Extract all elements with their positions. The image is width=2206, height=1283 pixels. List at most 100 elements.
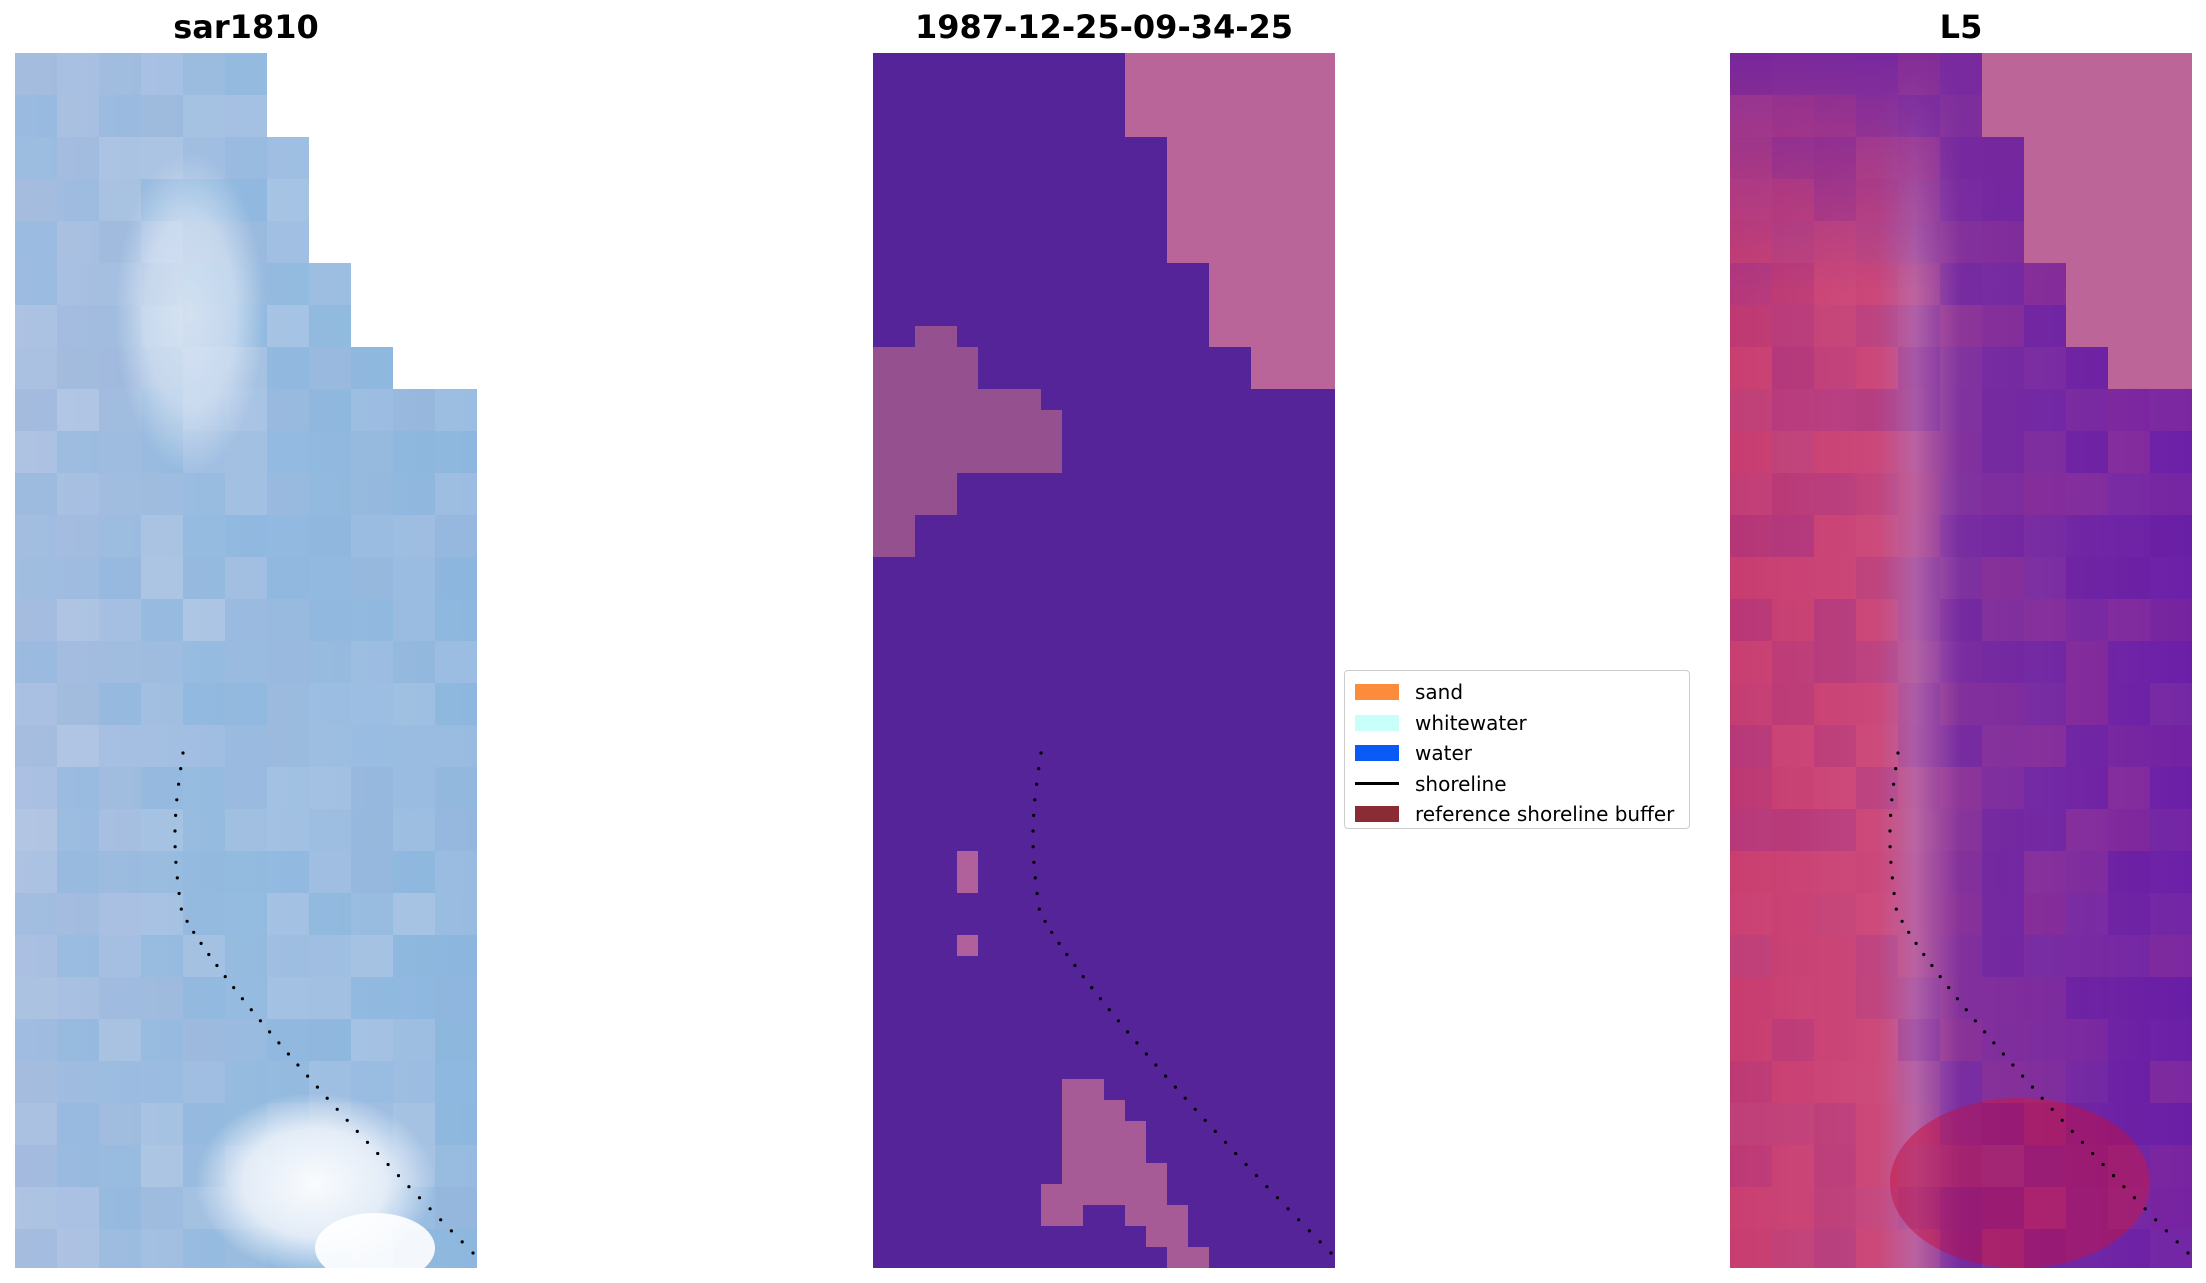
shoreline-point [1043,919,1047,923]
shoreline-point [1035,782,1039,786]
legend-item-reference-buffer: reference shoreline buffer [1355,799,1679,830]
shoreline-point [2070,1129,2074,1133]
shoreline-point [428,1207,432,1211]
shoreline-point [1039,751,1043,755]
shoreline-point [232,986,236,990]
shoreline-point [2060,1118,2064,1122]
shoreline-point [1107,1008,1111,1012]
shoreline-point [2111,1174,2116,1178]
legend-item-sand: sand [1355,677,1679,708]
shoreline-point [1894,907,1898,911]
shoreline-point [1098,997,1102,1001]
shoreline-point [1265,1185,1269,1189]
shoreline-point [1930,963,1934,968]
shoreline-point [192,930,196,934]
shoreline-point [1922,952,1926,957]
shoreline-point [1254,1174,1259,1178]
shoreline-point [1892,782,1896,786]
shoreline-point [177,891,181,896]
shoreline-points [1888,751,2190,1255]
shoreline-point [1031,829,1035,833]
shoreline-point [1033,798,1037,802]
shoreline-point [1900,919,1904,923]
shoreline-point [175,876,179,880]
l5-image-panel [1730,53,2192,1268]
reference-buffer-region [1982,53,2192,389]
shoreline-point [1033,876,1037,880]
shoreline-point [396,1174,401,1178]
shoreline-point [1164,1074,1168,1078]
whitewater-swatch [1355,714,1399,731]
shoreline-point [2175,1240,2179,1244]
shoreline-point [1135,1041,1139,1045]
shoreline-point [174,813,178,818]
shoreline-point [1057,941,1061,946]
shoreline-point [449,1229,453,1233]
shoreline-point [1073,963,1077,968]
shoreline-point [1896,751,1900,755]
panel-title-l5: L5 [1939,8,1983,46]
legend-item-shoreline: shoreline [1355,769,1679,800]
shoreline-point [1894,767,1898,771]
shoreline-point [223,975,227,979]
shoreline-point [1223,1140,1228,1144]
legend-label: shoreline [1415,771,1507,796]
shoreline-point [1947,986,1951,990]
shoreline-point [386,1162,390,1167]
shoreline-point [306,1074,310,1078]
shoreline-point [1213,1129,1217,1133]
legend-label: reference shoreline buffer [1415,802,1675,827]
shoreline-point [268,1030,272,1034]
shoreline-point [1035,891,1039,896]
shoreline-point [355,1129,359,1133]
shoreline-point [1890,876,1894,880]
shoreline-point [1907,930,1911,934]
sar-image [15,53,477,1268]
reference-buffer-swatch [1355,806,1399,823]
shoreline-point [1032,860,1036,864]
shoreline-point [417,1196,422,1200]
shoreline-point [2154,1218,2158,1222]
shoreline-point [1938,975,1942,979]
shoreline-point [1307,1229,1311,1233]
legend-label: sand [1415,680,1464,705]
shoreline-point [365,1140,370,1144]
legend-label: water [1415,741,1472,766]
water-swatch [1355,745,1399,762]
shoreline-point [1286,1207,1290,1211]
shoreline-point [1892,891,1896,896]
shoreline-point [1275,1196,1280,1200]
shoreline-point [2001,1052,2005,1056]
shoreline-point [1193,1107,1197,1111]
shoreline-point [1234,1151,1238,1156]
shoreline-point [335,1107,339,1111]
shoreline-point [2186,1251,2190,1255]
shoreline-point [2011,1063,2015,1067]
shoreline-point [174,860,178,864]
classified-patch-upper [873,326,1062,557]
shoreline-point [1318,1240,1322,1244]
shoreline-point [439,1218,443,1222]
shoreline-point [1173,1085,1177,1089]
shoreline-point [249,1008,253,1012]
shoreline-point [286,1052,290,1056]
sar-image-panel [15,53,477,1268]
shoreline-point [1964,1008,1968,1012]
shoreline-point [1144,1052,1148,1056]
shoreline-point [1090,986,1094,990]
shoreline-point [1244,1162,1248,1167]
sand-swatch [1355,684,1399,701]
shoreline-point [185,919,189,923]
shoreline-point [2080,1140,2085,1144]
panel-title-sar: sar1810 [173,8,319,46]
legend: sand whitewater water shoreline referenc… [1344,670,1690,829]
shoreline-point [173,829,177,833]
shoreline-point [258,1019,262,1023]
shoreline-point [2030,1085,2034,1089]
shoreline-point [1050,930,1054,934]
shoreline-point [460,1240,464,1244]
shoreline-point [1889,813,1893,818]
shoreline-point [1297,1218,1301,1222]
shoreline-point [1955,997,1959,1001]
shoreline-point [1888,845,1892,849]
